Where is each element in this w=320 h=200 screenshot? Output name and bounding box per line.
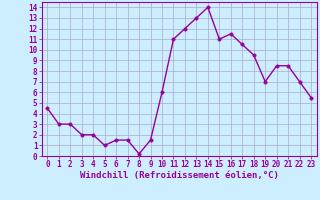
X-axis label: Windchill (Refroidissement éolien,°C): Windchill (Refroidissement éolien,°C) bbox=[80, 171, 279, 180]
